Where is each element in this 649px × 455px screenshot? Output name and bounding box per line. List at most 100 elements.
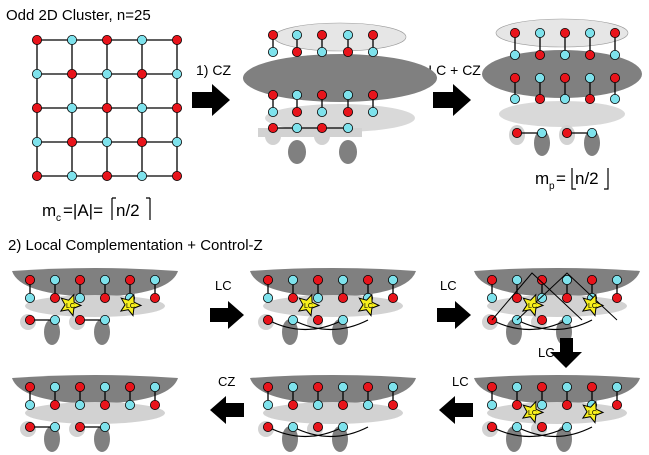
red-qubit — [262, 422, 273, 433]
lc-star: LC — [581, 400, 605, 424]
red-qubit — [288, 399, 299, 410]
cyan-qubit — [67, 170, 78, 181]
lc-panel-1: LC LC — [12, 268, 178, 345]
lc-cz-stack — [482, 18, 642, 156]
red-qubit — [611, 292, 622, 303]
lc-panel-4: LC LC — [474, 375, 640, 452]
formula-mp: m p = n/2 — [535, 168, 609, 192]
red-qubit — [562, 399, 573, 410]
cyan-qubit — [291, 90, 302, 101]
cyan-qubit — [338, 422, 349, 433]
lc-panel-5 — [250, 375, 416, 452]
svg-text:LC: LC — [528, 303, 537, 310]
cyan-qubit — [316, 107, 327, 118]
red-qubit — [338, 399, 349, 410]
arrow-lc-down — [550, 338, 582, 368]
formula-mc: m c =|A|= n/2 — [42, 197, 151, 224]
cyan-qubit — [585, 73, 596, 84]
cyan-qubit — [100, 315, 111, 326]
red-qubit — [367, 29, 378, 40]
red-qubit — [316, 90, 327, 101]
qubit-ellipse — [556, 426, 572, 452]
cyan-qubit — [24, 399, 35, 410]
mc-equals: =|A|= — [63, 201, 103, 220]
cyan-qubit — [171, 69, 182, 80]
red-qubit — [486, 381, 497, 392]
red-qubit — [535, 50, 546, 61]
lc-panels: LC LC LC LC LC LC LC LC — [12, 268, 640, 452]
red-qubit — [387, 399, 398, 410]
red-qubit — [50, 292, 61, 303]
layer-ellipse — [487, 295, 627, 317]
qubit-ellipse — [506, 426, 522, 452]
cyan-qubit — [509, 94, 520, 105]
red-qubit — [50, 399, 61, 410]
qubit-ellipse — [94, 426, 110, 452]
cyan-qubit — [562, 381, 573, 392]
cyan-qubit — [562, 422, 573, 433]
edge — [267, 319, 369, 331]
red-qubit — [560, 73, 571, 84]
lc-star: LC — [521, 400, 545, 424]
qubit-ellipse — [44, 319, 60, 345]
red-qubit — [560, 27, 571, 38]
arrow-cz-left — [210, 396, 244, 424]
cyan-qubit — [125, 399, 136, 410]
arrow-lc-a — [210, 301, 244, 329]
cyan-qubit — [486, 292, 497, 303]
arrow-lc-b — [437, 301, 471, 329]
lc-star: LC — [297, 293, 321, 317]
red-qubit — [486, 422, 497, 433]
lc-panel-3: LC LC — [474, 268, 640, 345]
layer-ellipse — [263, 295, 403, 317]
cyan-qubit — [611, 274, 622, 285]
red-qubit — [363, 381, 374, 392]
red-qubit — [102, 35, 113, 46]
qubit-ellipse — [94, 319, 110, 345]
cyan-qubit — [338, 381, 349, 392]
svg-text:LC: LC — [528, 410, 537, 417]
cyan-qubit — [267, 107, 278, 118]
cyan-qubit — [342, 123, 353, 134]
qubit-ellipse — [282, 426, 298, 452]
red-qubit — [585, 94, 596, 105]
red-qubit — [363, 274, 374, 285]
red-qubit — [486, 274, 497, 285]
red-qubit — [313, 274, 324, 285]
qubit-ellipse — [332, 426, 348, 452]
cyan-qubit — [562, 315, 573, 326]
red-qubit — [102, 170, 113, 181]
edge — [491, 426, 593, 438]
red-qubit — [75, 381, 86, 392]
lc-label-b: LC — [440, 278, 457, 293]
red-qubit — [267, 123, 278, 134]
red-qubit — [67, 136, 78, 147]
lc-label-d: LC — [452, 374, 469, 389]
red-qubit — [512, 127, 523, 138]
cyan-qubit — [100, 274, 111, 285]
red-qubit — [509, 27, 520, 38]
cyan-qubit — [136, 103, 147, 114]
red-qubit — [67, 69, 78, 80]
edge — [267, 426, 369, 438]
red-qubit — [171, 35, 182, 46]
red-qubit — [75, 274, 86, 285]
red-qubit — [32, 35, 43, 46]
red-qubit — [585, 50, 596, 61]
svg-text:LC: LC — [126, 303, 135, 310]
cyan-qubit — [288, 315, 299, 326]
red-qubit — [100, 292, 111, 303]
section2-title: 2) Local Complementation + Control-Z — [8, 237, 263, 254]
red-qubit — [125, 274, 136, 285]
svg-text:LC: LC — [588, 410, 597, 417]
cyan-qubit — [587, 127, 598, 138]
cyan-qubit — [363, 399, 374, 410]
lc-panel-2: LC LC — [250, 268, 416, 345]
red-qubit — [537, 315, 548, 326]
cyan-qubit — [50, 315, 61, 326]
red-qubit — [100, 399, 111, 410]
red-qubit — [262, 315, 273, 326]
red-qubit — [75, 315, 86, 326]
cyan-qubit — [512, 422, 523, 433]
